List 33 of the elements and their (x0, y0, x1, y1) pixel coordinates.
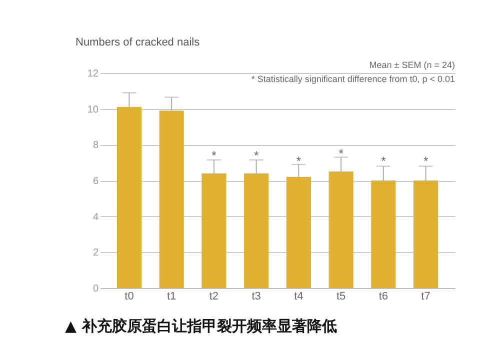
x-tick-label: t7 (421, 290, 430, 302)
bar (286, 176, 311, 288)
y-tick-label: 10 (87, 104, 99, 116)
y-tick-label: 6 (92, 176, 99, 187)
bar (202, 173, 226, 288)
x-tick-label: t4 (294, 290, 304, 302)
annotation: * (423, 154, 428, 168)
x-tick-label: t6 (378, 290, 388, 302)
bar (371, 180, 396, 288)
y-tick-label: 0 (92, 284, 99, 294)
bar (413, 180, 438, 288)
bar (159, 110, 184, 288)
annotation: * (296, 154, 302, 168)
y-tick-label: 4 (92, 212, 99, 223)
y-tick-label: 2 (92, 248, 99, 259)
y-axis-title: Numbers of cracked nails (76, 36, 200, 48)
x-tick-label: t3 (252, 290, 261, 302)
bar (328, 172, 354, 288)
annotation: * (381, 154, 386, 168)
y-tick-label: 12 (87, 68, 99, 80)
annotation: * (338, 146, 344, 161)
x-tick-label: t1 (167, 290, 176, 302)
text: Mean ± SEM (n = 24) (369, 60, 455, 70)
x-tick-label: t2 (209, 290, 219, 302)
bar (244, 173, 269, 288)
annotation: * Statistically significant difference from t0, p < 0.01 (251, 74, 455, 84)
annotation: * (254, 148, 259, 162)
bar (116, 107, 142, 288)
x-tick-label: t5 (336, 290, 346, 302)
x-tick-label: t0 (124, 290, 134, 302)
text: ▲ 补充胶原蛋白让指甲裂开频率显著降低 (65, 317, 337, 335)
y-tick-label: 8 (92, 140, 99, 152)
annotation: * (212, 148, 217, 162)
